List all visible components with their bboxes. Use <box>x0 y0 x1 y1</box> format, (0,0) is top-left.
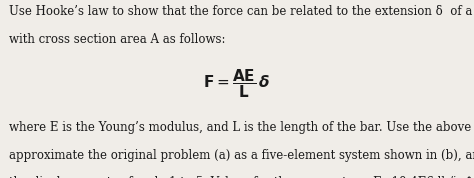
Text: with cross section area A as follows:: with cross section area A as follows: <box>9 33 225 46</box>
Text: the displacements of node 1 to 5. Values for the parameters: E=10.4E6 lb/in^2, W: the displacements of node 1 to 5. Values… <box>9 176 474 178</box>
Text: approximate the original problem (a) as a five-element system shown in (b), and : approximate the original problem (a) as … <box>9 149 474 162</box>
Text: $\mathbf{F} = \dfrac{\mathbf{AE}}{\mathbf{L}}\,\boldsymbol{\delta}$: $\mathbf{F} = \dfrac{\mathbf{AE}}{\mathb… <box>203 68 271 100</box>
Text: Use Hooke’s law to show that the force can be related to the extension δ  of a u: Use Hooke’s law to show that the force c… <box>9 5 474 18</box>
Text: where E is the Young’s modulus, and L is the length of the bar. Use the above kn: where E is the Young’s modulus, and L is… <box>9 121 474 134</box>
